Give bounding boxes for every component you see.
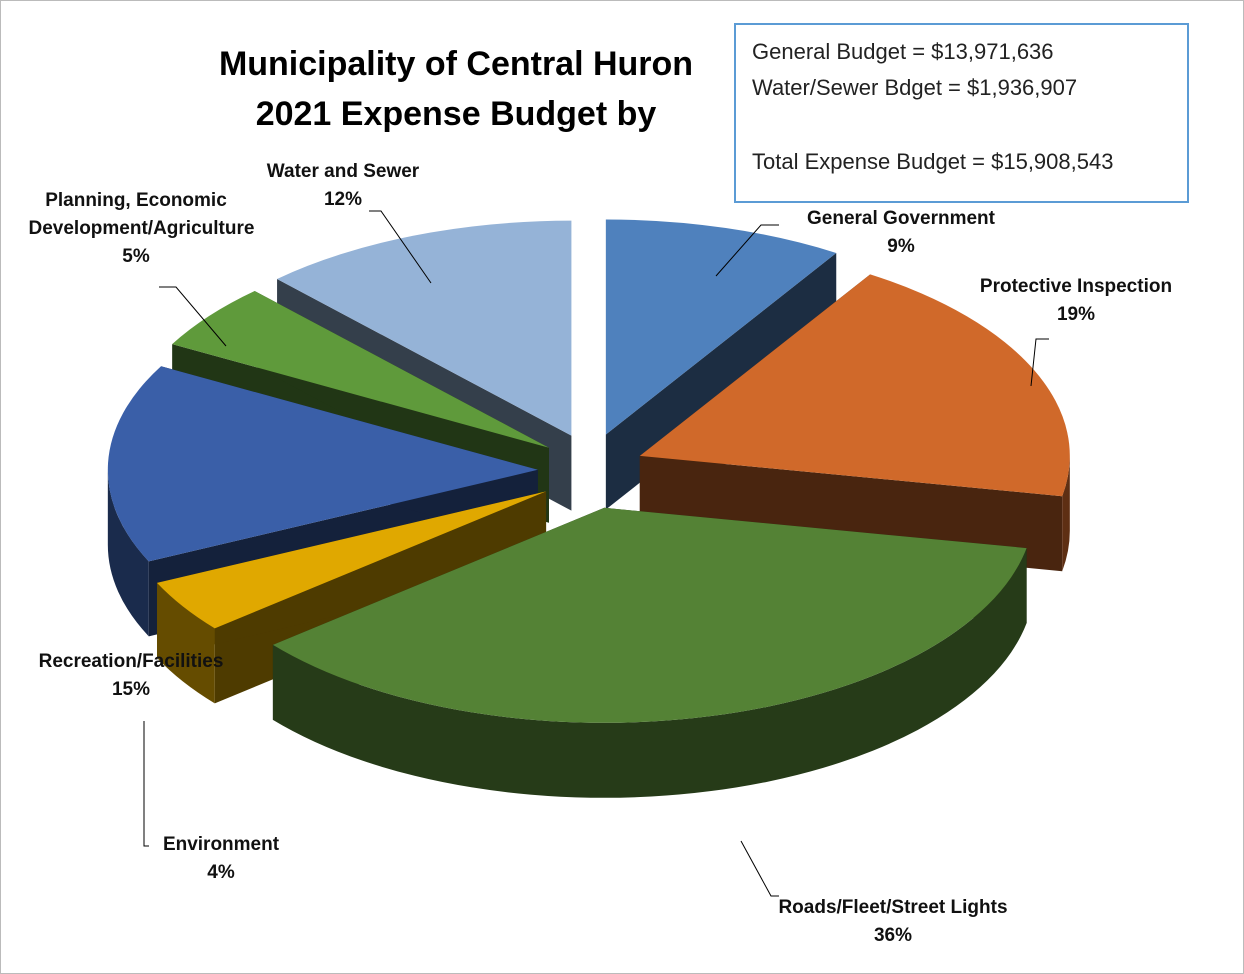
slice	[605, 219, 837, 435]
data-label: Environment 4%	[101, 831, 341, 887]
data-label: Planning, Economic Development/Agricultu…	[28, 187, 255, 271]
leader-line	[715, 224, 779, 277]
data-label-value: 9%	[887, 236, 915, 257]
leader-line	[143, 721, 149, 847]
data-label-value: 4%	[207, 862, 235, 883]
slice-side	[1062, 455, 1070, 572]
chart-title: Municipality of Central Huron 2021 Expen…	[218, 45, 694, 133]
data-label: Protective Inspection 19%	[956, 273, 1196, 329]
data-label: Water and Sewer 12%	[223, 158, 463, 214]
data-label-name: General Government	[807, 208, 995, 229]
slice-side	[107, 469, 149, 637]
slice	[272, 507, 1027, 723]
data-label-name: Planning, Economic Development/Agricultu…	[28, 190, 255, 239]
leader-line	[369, 210, 432, 284]
data-label-value: 12%	[323, 189, 363, 210]
data-label: General Government 9%	[781, 205, 1021, 261]
data-label-name: Water and Sewer	[266, 161, 420, 182]
slice	[277, 220, 572, 436]
annotation: General Budget = $13,971,636	[752, 39, 1054, 64]
data-label-value: 15%	[111, 679, 151, 700]
data-label: Recreation/Facilities 15%	[11, 648, 251, 704]
slice-side	[157, 582, 215, 704]
leader-line	[1030, 338, 1049, 387]
slice	[157, 491, 547, 629]
data-label: Roads/Fleet/Street Lights 36%	[773, 894, 1013, 950]
annotation-box: General Budget = $13,971,636 Water/Sewer…	[734, 23, 1189, 203]
data-label-name: Recreation/Facilities	[38, 651, 224, 672]
data-label-name: Roads/Fleet/Street Lights	[778, 897, 1008, 918]
data-label-name: Protective Inspection	[979, 276, 1173, 297]
slice	[639, 274, 1070, 497]
data-label-value: 5%	[122, 246, 150, 267]
annotation: Water/Sewer Bdget = $1,936,907	[752, 75, 1078, 100]
data-label-name: Environment	[162, 834, 280, 855]
slice-side	[272, 548, 1027, 798]
annotation: Total Expense Budget = $15,908,543	[752, 149, 1114, 174]
slice	[107, 366, 538, 562]
data-label-value: 19%	[1056, 304, 1096, 325]
slice-side	[157, 491, 547, 658]
leader-line	[740, 840, 779, 897]
leader-line	[159, 286, 227, 347]
slice	[172, 290, 549, 448]
data-label-value: 36%	[873, 925, 913, 946]
